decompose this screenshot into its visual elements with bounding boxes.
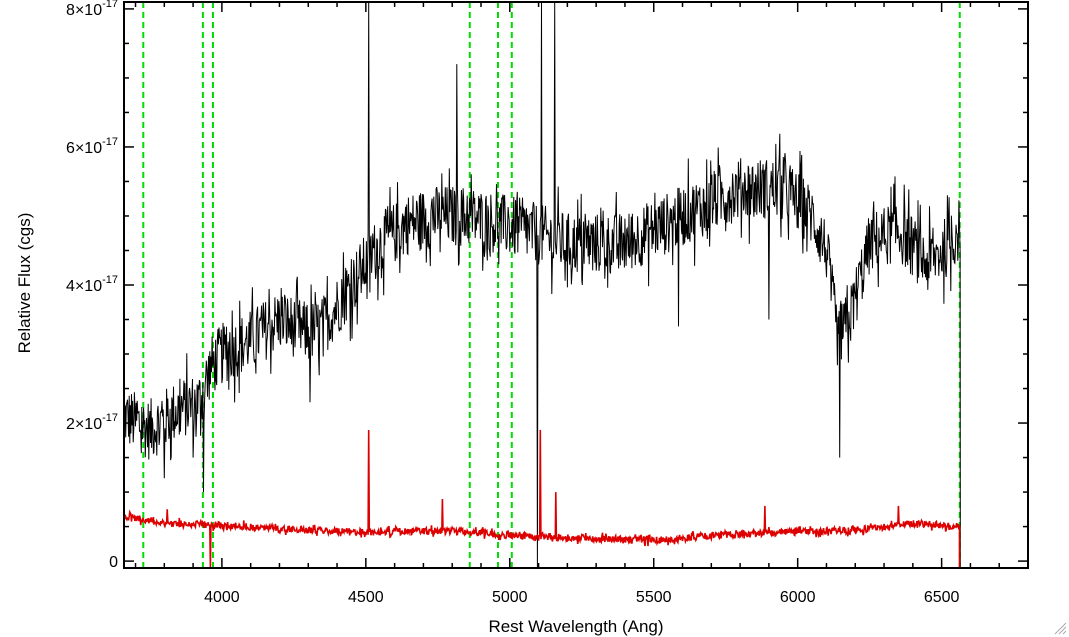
x-tick-label: 5500	[636, 589, 672, 606]
x-tick-label: 6500	[924, 589, 960, 606]
plot-frame	[123, 1, 1029, 569]
y-axis-ticks: 0 2×10-17 4×10-17 6×10-17 8×10-17	[66, 0, 1028, 571]
y-tick-label: 8×10-17	[66, 0, 118, 19]
spectrum-series	[123, 1, 1028, 569]
series-line-0	[123, 1, 961, 569]
y-tick-label: 6×10-17	[66, 136, 118, 157]
x-tick-label: 5000	[492, 589, 528, 606]
resize-grip-icon[interactable]	[1053, 621, 1067, 635]
x-tick-label: 4000	[204, 589, 240, 606]
y-tick-label: 2×10-17	[66, 412, 118, 433]
series-line-1	[123, 429, 1028, 569]
y-tick-label: 4×10-17	[66, 274, 118, 295]
emission-line-markers	[142, 2, 961, 568]
x-tick-label: 4500	[348, 589, 384, 606]
x-axis-title: Rest Wavelength (Ang)	[488, 617, 663, 636]
y-axis-title: Relative Flux (cgs)	[15, 213, 34, 354]
x-tick-label: 6000	[780, 589, 816, 606]
x-axis-ticks: 4000 4500 5000 5500 6000 6500	[134, 2, 1029, 606]
y-tick-label: 0	[109, 554, 118, 571]
